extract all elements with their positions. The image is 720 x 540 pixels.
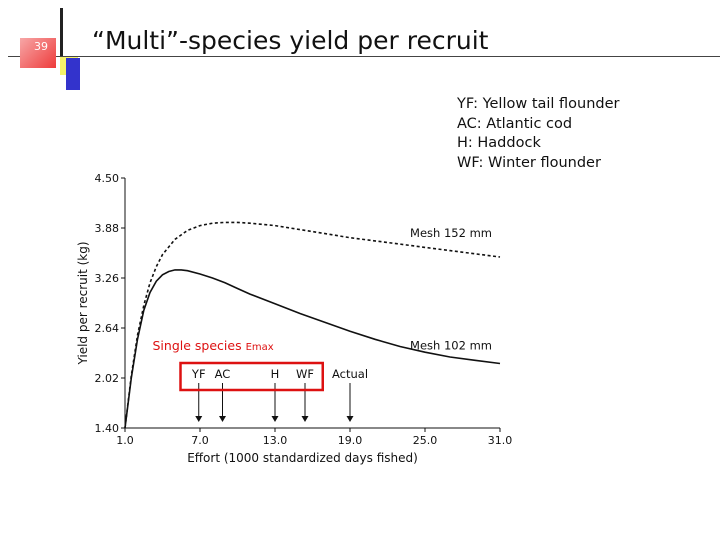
annotation-arrowhead	[195, 416, 203, 422]
annotation-label: AC	[215, 367, 231, 381]
x-tick-label: 19.0	[338, 434, 363, 447]
callout-box	[179, 361, 324, 392]
y-tick-label: 2.02	[95, 372, 120, 385]
y-tick-label: 3.88	[95, 222, 120, 235]
chart-annotations: YF AC H WF Actual Single species Emax	[153, 338, 368, 422]
accent-horizontal-rule	[8, 56, 720, 57]
annotation-arrowhead	[346, 416, 354, 422]
series-label: Mesh 102 mm	[410, 338, 492, 352]
yield-per-recruit-chart: 1.40 2.02 2.64 3.26 3.88 4.50 1.0 7.0 13.0 19.0 25…	[76, 172, 512, 465]
chart-series	[124, 221, 501, 429]
accent-vertical-rule	[60, 8, 63, 56]
x-tick-label: 1.0	[116, 434, 134, 447]
chart-labels: 1.40 2.02 2.64 3.26 3.88 4.50 1.0 7.0 13.0 19.0 25…	[76, 172, 512, 465]
x-tick-label: 13.0	[263, 434, 288, 447]
y-tick-label: 3.26	[95, 272, 120, 285]
slide-number: 39	[34, 40, 48, 53]
x-tick-label: 31.0	[488, 434, 513, 447]
annotation-label: WF	[296, 367, 314, 381]
accent-red-square	[20, 38, 56, 68]
y-tick-label: 2.64	[95, 322, 120, 335]
annotation-label: H	[271, 367, 280, 381]
x-tick-label: 7.0	[191, 434, 209, 447]
callout-text: Single species Emax	[153, 338, 274, 353]
annotation-label: Actual	[332, 367, 368, 381]
legend-item-wf: WF: Winter flounder	[457, 154, 601, 171]
y-axis-title: Yield per recruit (kg)	[76, 241, 90, 365]
y-tick-label: 1.40	[95, 422, 120, 435]
annotation-arrowhead	[219, 416, 226, 422]
accent-blue-square	[66, 58, 80, 90]
x-tick-label: 25.0	[413, 434, 438, 447]
annotation-arrowhead	[301, 416, 309, 422]
annotation-label: YF	[191, 367, 206, 381]
series-line-mesh-102	[124, 269, 501, 429]
callout-text-emax: Emax	[246, 342, 274, 353]
legend-item-h: H: Haddock	[457, 135, 541, 151]
species-legend: YF: Yellow tail flounder AC: Atlantic co…	[457, 95, 620, 173]
series-line-mesh-152	[124, 221, 501, 429]
slide-title: “Multi”-species yield per recruit	[92, 26, 489, 55]
y-tick-label: 4.50	[95, 172, 120, 185]
legend-item-ac: AC: Atlantic cod	[457, 115, 573, 132]
x-axis-title: Effort (1000 standardized days fished)	[187, 451, 418, 465]
callout-text-main: Single species	[153, 338, 246, 353]
chart-axes	[121, 177, 501, 432]
annotation-arrowhead	[271, 416, 279, 422]
legend-item-yf: YF: Yellow tail flounder	[457, 96, 620, 112]
series-label: Mesh 152 mm	[410, 226, 492, 240]
